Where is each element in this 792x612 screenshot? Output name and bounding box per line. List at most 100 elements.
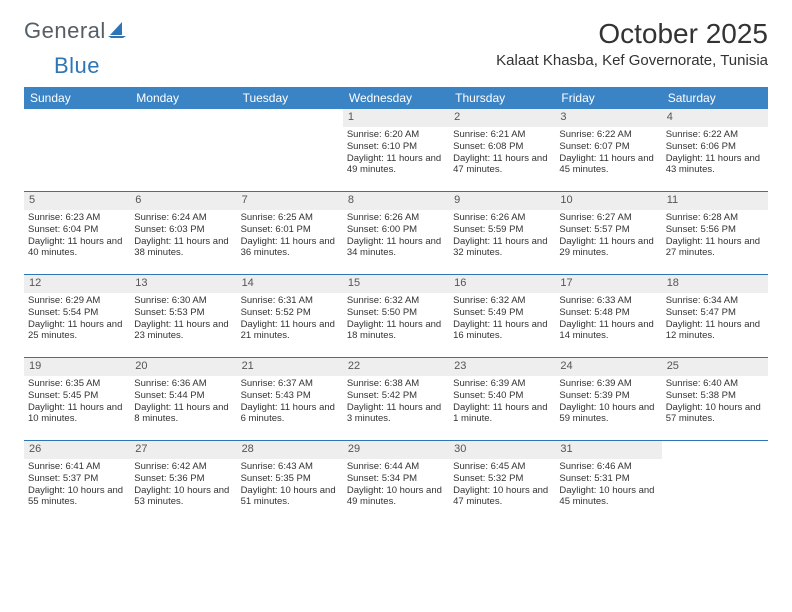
sunrise-line: Sunrise: 6:46 AM [559,461,657,473]
sunset-line: Sunset: 5:54 PM [28,307,126,319]
day-number: 8 [343,192,449,210]
calendar: SundayMondayTuesdayWednesdayThursdayFrid… [24,87,768,523]
sunset-line: Sunset: 6:06 PM [666,141,764,153]
day-cell: 10 Sunrise: 6:27 AMSunset: 5:57 PMDayligh… [555,192,661,274]
daylight-line: Daylight: 11 hours and 29 minutes. [559,236,657,260]
day-header: Wednesday [343,87,449,109]
day-number: 21 [237,358,343,376]
daylight-line: Daylight: 11 hours and 32 minutes. [453,236,551,260]
day-header: Tuesday [237,87,343,109]
sunset-line: Sunset: 5:44 PM [134,390,232,402]
day-number: 29 [343,441,449,459]
daylight-line: Daylight: 11 hours and 23 minutes. [134,319,232,343]
day-cell: 11 Sunrise: 6:28 AMSunset: 5:56 PMDayligh… [662,192,768,274]
sunset-line: Sunset: 5:52 PM [241,307,339,319]
day-cell: 15Sunrise: 6:32 AMSunset: 5:50 PMDayligh… [343,275,449,357]
day-cell: 3Sunrise: 6:22 AMSunset: 6:07 PMDaylight… [555,109,661,191]
sunset-line: Sunset: 5:59 PM [453,224,551,236]
month-title: October 2025 [496,18,768,50]
week-row: 5Sunrise: 6:23 AMSunset: 6:04 PMDaylight… [24,191,768,274]
daylight-line: Daylight: 10 hours and 47 minutes. [453,485,551,509]
sunrise-line: Sunrise: 6:39 AM [559,378,657,390]
day-cell: 12Sunrise: 6:29 AMSunset: 5:54 PMDayligh… [24,275,130,357]
sunset-line: Sunset: 6:07 PM [559,141,657,153]
sunrise-line: Sunrise: 6:35 AM [28,378,126,390]
sunrise-line: Sunrise: 6:39 AM [453,378,551,390]
sunset-line: Sunset: 6:03 PM [134,224,232,236]
daylight-line: Daylight: 11 hours and 12 minutes. [666,319,764,343]
sunset-line: Sunset: 5:57 PM [559,224,657,236]
day-number: 10 [555,192,661,210]
day-cell: 28Sunrise: 6:43 AMSunset: 5:35 PMDayligh… [237,441,343,523]
day-cell: 16Sunrise: 6:32 AMSunset: 5:49 PMDayligh… [449,275,555,357]
daylight-line: Daylight: 11 hours and 27 minutes. [666,236,764,260]
day-cell: 17Sunrise: 6:33 AMSunset: 5:48 PMDayligh… [555,275,661,357]
daylight-line: Daylight: 10 hours and 55 minutes. [28,485,126,509]
day-cell: 26Sunrise: 6:41 AMSunset: 5:37 PMDayligh… [24,441,130,523]
sunrise-line: Sunrise: 6:43 AM [241,461,339,473]
day-number: 19 [24,358,130,376]
day-number: 4 [662,109,768,127]
location: Kalaat Khasba, Kef Governorate, Tunisia [496,52,768,69]
sunset-line: Sunset: 5:39 PM [559,390,657,402]
day-number: 18 [662,275,768,293]
daylight-line: Daylight: 11 hours and 43 minutes. [666,153,764,177]
daylight-line: Daylight: 11 hours and 25 minutes. [28,319,126,343]
sunrise-line: Sunrise: 6:36 AM [134,378,232,390]
sunrise-line: Sunrise: 6:45 AM [453,461,551,473]
sunset-line: Sunset: 6:00 PM [347,224,445,236]
day-header: Monday [130,87,236,109]
day-number: 26 [24,441,130,459]
daylight-line: Daylight: 10 hours and 59 minutes. [559,402,657,426]
day-number: 13 [130,275,236,293]
daylight-line: Daylight: 11 hours and 14 minutes. [559,319,657,343]
sunrise-line: Sunrise: 6:28 AM [666,212,764,224]
sunrise-line: Sunrise: 6:27 AM [559,212,657,224]
sunrise-line: Sunrise: 6:38 AM [347,378,445,390]
sunset-line: Sunset: 5:36 PM [134,473,232,485]
day-number: 15 [343,275,449,293]
sunset-line: Sunset: 6:10 PM [347,141,445,153]
day-cell: 27Sunrise: 6:42 AMSunset: 5:36 PMDayligh… [130,441,236,523]
day-number: 5 [24,192,130,210]
brand-logo: General [24,18,128,44]
day-number: 25 [662,358,768,376]
day-number: 17 [555,275,661,293]
week-row: 26Sunrise: 6:41 AMSunset: 5:37 PMDayligh… [24,440,768,523]
day-header: Sunday [24,87,130,109]
week-row: 19 Sunrise: 6:35 AMSunset: 5:45 PM Dayligh… [24,357,768,440]
day-number: 28 [237,441,343,459]
sunrise-line: Sunrise: 6:32 AM [453,295,551,307]
sunrise-line: Sunrise: 6:40 AM [666,378,764,390]
day-number: 2 [449,109,555,127]
day-number: 11 [662,192,768,210]
daylight-line: Daylight: 10 hours and 45 minutes. [559,485,657,509]
day-number: 6 [130,192,236,210]
daylight-line: Daylight: 11 hours and 40 minutes. [28,236,126,260]
daylight-line: Daylight: 11 hours and 1 minute. [453,402,551,426]
day-cell: 2 Sunrise: 6:21 AMSunset: 6:08 PMDaylight… [449,109,555,191]
day-cell: 9Sunrise: 6:26 AMSunset: 5:59 PMDaylight… [449,192,555,274]
daylight-line: Daylight: 11 hours and 47 minutes. [453,153,551,177]
sunrise-line: Sunrise: 6:37 AM [241,378,339,390]
sunrise-line: Sunrise: 6:22 AM [666,129,764,141]
daylight-line: Daylight: 10 hours and 49 minutes. [347,485,445,509]
daylight-line: Daylight: 11 hours and 16 minutes. [453,319,551,343]
day-cell: 20Sunrise: 6:36 AMSunset: 5:44 PMDayligh… [130,358,236,440]
sunset-line: Sunset: 6:08 PM [453,141,551,153]
sunset-line: Sunset: 5:56 PM [666,224,764,236]
day-number: 30 [449,441,555,459]
day-number: 27 [130,441,236,459]
day-number: 22 [343,358,449,376]
sunset-line: Sunset: 5:35 PM [241,473,339,485]
day-header-row: SundayMondayTuesdayWednesdayThursdayFrid… [24,87,768,109]
sunset-line: Sunset: 5:34 PM [347,473,445,485]
sunrise-line: Sunrise: 6:21 AM [453,129,551,141]
sunset-line: Sunset: 5:45 PM [28,390,126,402]
daylight-line: Daylight: 11 hours and 49 minutes. [347,153,445,177]
day-number: 3 [555,109,661,127]
sunrise-line: Sunrise: 6:32 AM [347,295,445,307]
day-header: Friday [555,87,661,109]
daylight-line: Daylight: 10 hours and 57 minutes. [666,402,764,426]
sunrise-line: Sunrise: 6:22 AM [559,129,657,141]
